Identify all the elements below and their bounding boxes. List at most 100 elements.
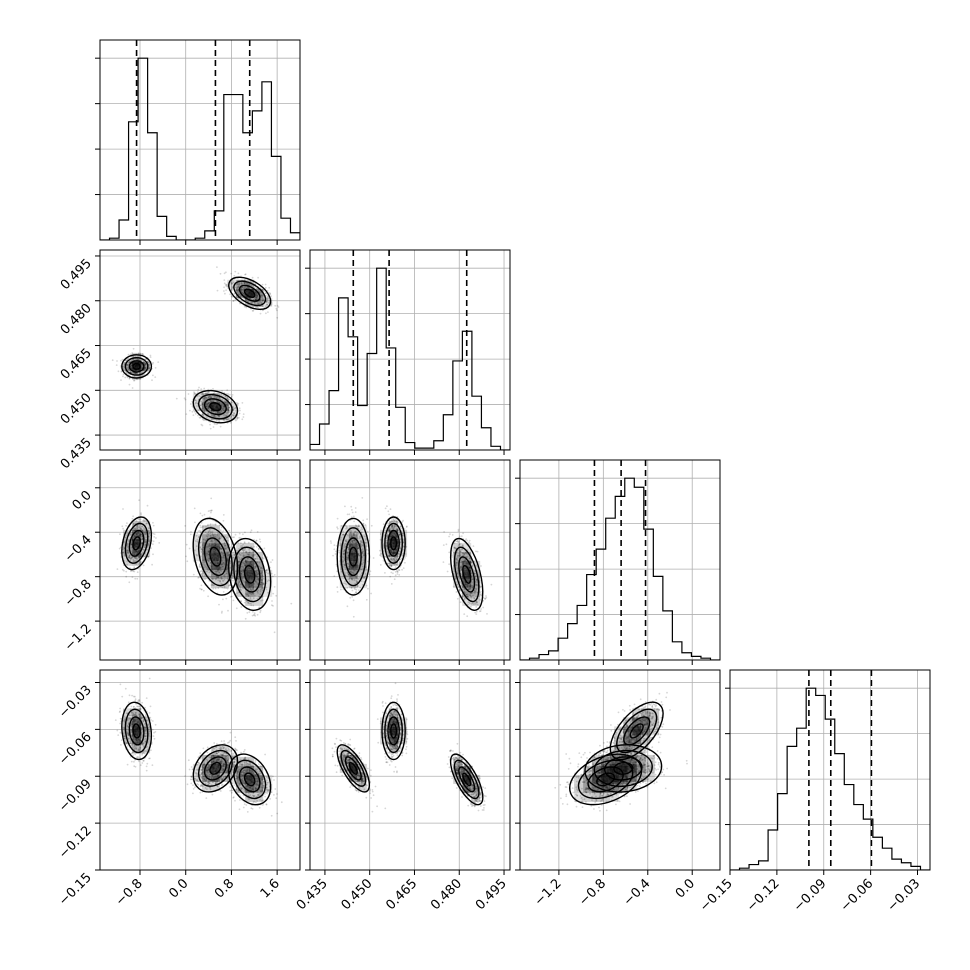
density-cell — [141, 538, 151, 548]
sample-point — [213, 392, 216, 394]
sample-point — [256, 293, 259, 296]
sample-point — [136, 358, 139, 360]
sample-point — [214, 524, 217, 526]
sample-point — [209, 423, 211, 426]
sample-point — [386, 534, 389, 537]
sample-point — [332, 554, 334, 557]
sample-point — [148, 532, 151, 534]
sample-point — [205, 396, 208, 399]
sample-point — [193, 393, 196, 395]
sample-point — [115, 364, 118, 366]
sample-point — [217, 576, 220, 579]
sample-point — [223, 545, 226, 547]
sample-point — [342, 552, 345, 555]
sample-point — [354, 588, 356, 590]
sample-point — [391, 524, 394, 527]
sample-point — [238, 552, 241, 555]
sample-point — [204, 565, 207, 568]
sample-point — [136, 527, 139, 529]
sample-point — [225, 572, 228, 575]
sample-point — [351, 589, 354, 592]
sample-point — [192, 414, 195, 417]
sample-point — [189, 533, 192, 536]
sample-point — [349, 532, 352, 534]
sample-point — [137, 557, 140, 559]
sample-point — [235, 289, 238, 292]
contour-line — [132, 536, 141, 551]
density-cell — [236, 569, 246, 579]
sample-point — [242, 416, 245, 418]
sample-point — [243, 283, 245, 285]
y-tick-label: 0.450 — [58, 391, 95, 428]
sample-point — [250, 284, 253, 286]
sample-point — [238, 282, 240, 284]
sample-point — [221, 586, 224, 589]
sample-point — [192, 573, 195, 576]
sample-point — [237, 575, 240, 578]
sample-point — [265, 300, 268, 303]
sample-point — [236, 404, 239, 406]
sample-point — [350, 531, 352, 534]
sample-point — [218, 415, 221, 418]
sample-point — [244, 617, 247, 620]
sample-point — [211, 399, 214, 402]
sample-point — [204, 578, 206, 580]
sample-point — [126, 551, 129, 554]
density-cell — [201, 402, 211, 412]
sample-point — [148, 366, 151, 369]
sample-point — [273, 631, 276, 634]
density-cell — [254, 297, 264, 307]
sample-point — [252, 553, 255, 556]
sample-point — [207, 395, 210, 398]
sample-point — [238, 548, 240, 550]
sample-point — [242, 569, 245, 572]
sample-point — [395, 520, 398, 522]
sample-point — [215, 400, 218, 402]
sample-point — [240, 606, 243, 608]
sample-point — [189, 403, 192, 405]
sample-point — [343, 553, 345, 555]
sample-point — [198, 576, 201, 579]
sample-point — [126, 376, 129, 379]
sample-point — [250, 589, 252, 592]
sample-point — [256, 575, 258, 578]
sample-point — [240, 557, 243, 559]
sample-point — [143, 532, 146, 534]
sample-point — [154, 367, 157, 369]
sample-point — [265, 305, 267, 308]
sample-point — [134, 527, 137, 530]
sample-point — [143, 520, 146, 523]
sample-point — [362, 552, 364, 554]
sample-point — [261, 574, 264, 577]
sample-point — [386, 505, 388, 508]
sample-point — [141, 353, 144, 355]
sample-point — [255, 297, 258, 300]
sample-point — [382, 547, 385, 550]
sample-point — [210, 531, 212, 534]
contour-line — [228, 537, 272, 611]
sample-point — [248, 551, 251, 553]
panel-frame — [99, 39, 301, 241]
sample-point — [202, 538, 205, 540]
sample-point — [199, 570, 202, 573]
sample-point — [267, 297, 269, 299]
sample-point — [357, 525, 360, 528]
sample-point — [237, 555, 239, 558]
sample-point — [257, 303, 260, 305]
sample-point — [389, 522, 391, 525]
sample-point — [212, 388, 214, 390]
sample-point — [204, 539, 207, 542]
sample-point — [229, 421, 232, 424]
sample-point — [244, 279, 246, 281]
sample-point — [128, 555, 131, 557]
sample-point — [196, 395, 199, 398]
sample-point — [141, 528, 143, 531]
sample-point — [142, 531, 145, 534]
sample-point — [357, 560, 360, 563]
sample-point — [213, 396, 216, 398]
sample-point — [396, 528, 399, 531]
sample-point — [250, 298, 253, 300]
sample-point — [208, 571, 211, 574]
sample-point — [398, 574, 401, 576]
sample-point — [195, 400, 198, 402]
